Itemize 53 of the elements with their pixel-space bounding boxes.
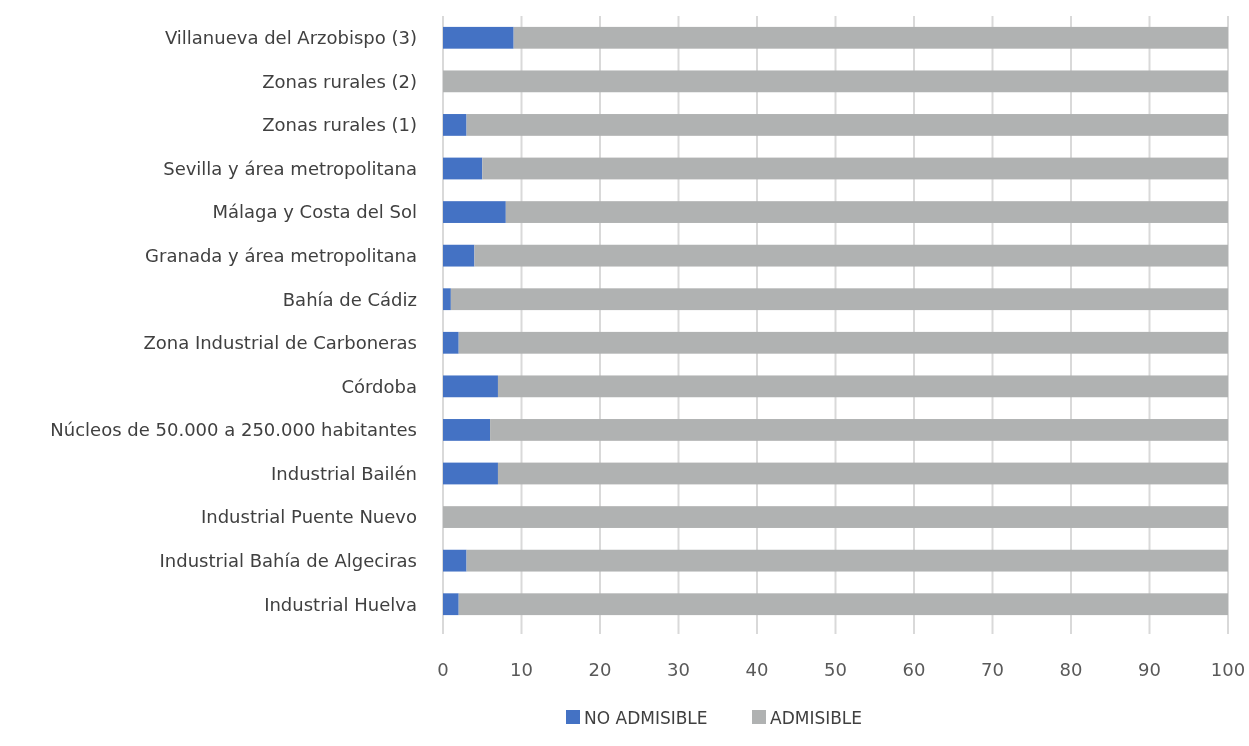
x-tick-label: 100 bbox=[1210, 659, 1246, 680]
bar bbox=[513, 26, 1228, 49]
bar bbox=[474, 244, 1228, 267]
bar bbox=[458, 331, 1228, 354]
bar bbox=[443, 114, 467, 136]
x-tick-label: 20 bbox=[588, 659, 612, 680]
bar bbox=[443, 549, 467, 572]
y-tick-label: Córdoba bbox=[341, 375, 417, 397]
x-tick-label: 80 bbox=[1059, 659, 1083, 680]
x-tick-label: 90 bbox=[1138, 659, 1161, 680]
y-tick-label: Zonas rurales (2) bbox=[262, 70, 417, 92]
bar bbox=[505, 201, 1228, 223]
bar bbox=[482, 157, 1228, 180]
y-tick-label: Zona Industrial de Carboneras bbox=[143, 332, 417, 354]
bar bbox=[443, 593, 459, 616]
bar bbox=[490, 419, 1228, 441]
bar bbox=[443, 26, 514, 49]
x-tick-label: 40 bbox=[745, 659, 769, 680]
bar bbox=[443, 201, 506, 223]
y-tick-label: Industrial Huelva bbox=[264, 593, 417, 615]
y-tick-label: Málaga y Costa del Sol bbox=[212, 201, 417, 223]
y-tick-label: Núcleos de 50.000 a 250.000 habitantes bbox=[50, 419, 417, 441]
legend-label: ADMISIBLE bbox=[770, 708, 863, 728]
bar bbox=[443, 157, 483, 180]
y-tick-label: Granada y área metropolitana bbox=[145, 244, 417, 266]
x-tick-label: 0 bbox=[437, 659, 449, 680]
bar bbox=[443, 288, 451, 311]
bar bbox=[497, 375, 1228, 398]
bar bbox=[466, 114, 1228, 136]
x-tick-label: 50 bbox=[824, 659, 847, 680]
bar bbox=[443, 70, 1228, 93]
bar bbox=[443, 375, 498, 398]
bar bbox=[450, 288, 1228, 311]
x-tick-label: 70 bbox=[981, 659, 1004, 680]
y-tick-label: Villanueva del Arzobispo (3) bbox=[164, 27, 417, 49]
y-tick-label: Industrial Bahía de Algeciras bbox=[159, 549, 417, 571]
bar bbox=[497, 462, 1228, 485]
bar bbox=[466, 549, 1228, 572]
y-tick-label: Industrial Puente Nuevo bbox=[200, 506, 417, 528]
bar bbox=[443, 419, 491, 441]
bar bbox=[443, 462, 498, 485]
x-tick-label: 60 bbox=[902, 659, 926, 680]
y-tick-label: Industrial Bailén bbox=[270, 462, 417, 484]
bar bbox=[443, 331, 459, 354]
y-tick-label: Bahía de Cádiz bbox=[282, 288, 417, 310]
bar bbox=[443, 244, 475, 267]
y-tick-label: Sevilla y área metropolitana bbox=[163, 157, 417, 179]
bar bbox=[458, 593, 1228, 616]
y-tick-label: Zonas rurales (1) bbox=[262, 114, 417, 136]
bar bbox=[443, 506, 1228, 528]
x-tick-label: 30 bbox=[667, 659, 690, 680]
x-tick-label: 10 bbox=[510, 659, 533, 680]
legend-label: NO ADMISIBLE bbox=[584, 708, 708, 728]
